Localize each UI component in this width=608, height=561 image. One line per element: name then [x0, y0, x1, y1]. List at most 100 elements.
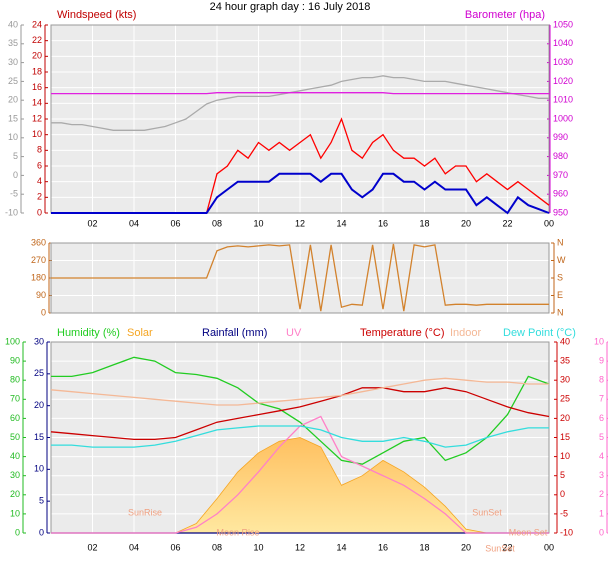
y3-tick-label: -10 — [5, 207, 18, 217]
x-tick-label: 20 — [461, 542, 471, 552]
legend-entry: Rainfall (mm) — [202, 327, 267, 339]
x-tick-label: 00 — [544, 218, 554, 228]
y-tick-label: 70 — [10, 394, 20, 404]
legend-entry: Temperature (°C) — [360, 327, 444, 339]
x-tick-label: 08 — [212, 218, 222, 228]
y-tick-label: 10 — [32, 129, 42, 139]
x-tick-label: 06 — [170, 542, 180, 552]
y3-tick-label: 0 — [39, 527, 44, 537]
x-tick-label: 10 — [253, 218, 263, 228]
line-series — [50, 377, 549, 406]
x-tick-label: 14 — [336, 542, 346, 552]
x-tick-label: 22 — [502, 542, 512, 552]
line-series — [51, 243, 549, 312]
y-tick-label: 90 — [10, 355, 20, 365]
y3-tick-label: 10 — [8, 132, 18, 142]
y-tick-label: 0 — [41, 307, 46, 317]
y2-tick-label: N — [557, 307, 564, 317]
y2-tick-label: 35 — [560, 355, 570, 365]
y2-tick-label: 5 — [560, 470, 565, 480]
x-tick-label: 00 — [544, 542, 554, 552]
y3-tick-label: 15 — [34, 432, 44, 442]
line-series — [51, 172, 550, 215]
y3-tick-label: 35 — [8, 38, 18, 48]
y-tick-label: 180 — [31, 272, 46, 282]
y2-tick-label: W — [557, 255, 566, 265]
y-tick-label: 12 — [32, 113, 42, 123]
x-tick-label: 14 — [336, 218, 346, 228]
annotation: SunSet — [472, 507, 502, 517]
line-series — [50, 387, 550, 441]
y4-tick-label: 9 — [599, 355, 604, 365]
y4-tick-label: 8 — [599, 375, 604, 385]
y-tick-label: 20 — [32, 51, 42, 61]
line-series — [51, 92, 549, 95]
y3-tick-label: 25 — [8, 76, 18, 86]
legend-entry: Dew Point (°C) — [503, 327, 576, 339]
y-tick-label: 0 — [15, 527, 20, 537]
y4-tick-label: 2 — [599, 489, 604, 499]
y2-tick-label: 950 — [553, 207, 568, 217]
y-tick-label: 22 — [32, 35, 42, 45]
x-tick-label: 18 — [419, 218, 429, 228]
y4-tick-label: 3 — [599, 470, 604, 480]
y3-tick-label: 30 — [34, 336, 44, 346]
x-tick-label: 12 — [295, 542, 305, 552]
y-tick-label: 100 — [5, 336, 20, 346]
y-tick-label: 20 — [10, 489, 20, 499]
annotation: Moon Rise — [216, 527, 259, 537]
x-tick-label: 02 — [87, 542, 97, 552]
y-tick-label: 0 — [37, 207, 42, 217]
y2-tick-label: 1000 — [553, 113, 573, 123]
plot-border — [50, 24, 550, 214]
y-tick-label: 50 — [10, 432, 20, 442]
x-tick-label: 08 — [212, 542, 222, 552]
y2-tick-label: 20 — [560, 413, 570, 423]
y3-tick-label: 5 — [13, 151, 18, 161]
barometer-label: Barometer (hpa) — [465, 9, 545, 21]
annotation: SunSet — [485, 543, 515, 553]
y4-tick-label: 6 — [599, 413, 604, 423]
y2-tick-label: 0 — [560, 489, 565, 499]
y4-tick-label: 1 — [599, 508, 604, 518]
y2-tick-label: 1020 — [553, 76, 573, 86]
y3-tick-label: 25 — [34, 368, 44, 378]
y2-tick-label: 30 — [560, 375, 570, 385]
y3-tick-label: 15 — [8, 113, 18, 123]
y4-tick-label: 4 — [599, 451, 604, 461]
y3-tick-label: 10 — [34, 464, 44, 474]
x-tick-label: 02 — [87, 218, 97, 228]
x-tick-label: 16 — [378, 542, 388, 552]
y2-tick-label: E — [557, 290, 563, 300]
y-tick-label: 4 — [37, 176, 42, 186]
x-tick-label: 16 — [378, 218, 388, 228]
y4-tick-label: 0 — [599, 527, 604, 537]
y-tick-label: 10 — [10, 508, 20, 518]
y2-tick-label: 1050 — [553, 19, 573, 29]
graph-title: 24 hour graph day : 16 July 2018 — [210, 1, 371, 13]
y3-tick-label: 40 — [8, 19, 18, 29]
x-tick-label: 18 — [419, 542, 429, 552]
y-tick-label: 24 — [32, 19, 42, 29]
y3-tick-label: 30 — [8, 57, 18, 67]
line-series — [51, 75, 549, 131]
y2-tick-label: 10 — [560, 451, 570, 461]
y2-tick-label: 1040 — [553, 38, 573, 48]
y2-tick-label: 1030 — [553, 57, 573, 67]
line-series — [51, 356, 550, 465]
y2-tick-label: 15 — [560, 432, 570, 442]
y4-tick-label: 10 — [594, 336, 604, 346]
y3-tick-label: 0 — [13, 170, 18, 180]
y-tick-label: 360 — [31, 237, 46, 247]
y-tick-label: 14 — [32, 98, 42, 108]
y2-tick-label: 980 — [553, 151, 568, 161]
x-tick-label: 06 — [170, 218, 180, 228]
x-tick-label: 12 — [295, 218, 305, 228]
x-tick-label: 04 — [129, 542, 139, 552]
y-tick-label: 80 — [10, 375, 20, 385]
windspeed-label: Windspeed (kts) — [57, 9, 136, 21]
legend-entry: Indoor — [450, 327, 482, 339]
x-tick-label: 04 — [129, 218, 139, 228]
legend-entry: Humidity (%) — [57, 327, 120, 339]
